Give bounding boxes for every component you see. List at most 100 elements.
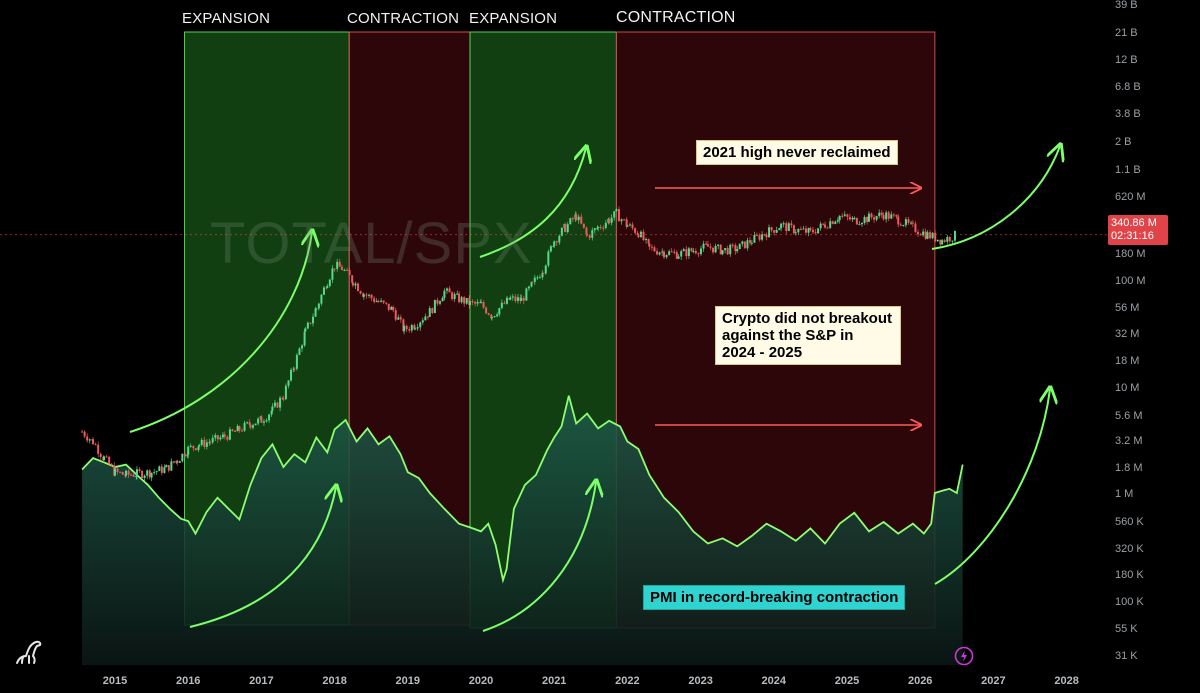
phase-label-2: CONTRACTION <box>347 10 460 27</box>
candle-body <box>413 325 416 329</box>
candle-body <box>496 314 499 317</box>
candle-body <box>465 297 468 304</box>
candle-body <box>807 228 810 233</box>
candle-body <box>410 325 413 331</box>
candle-body <box>234 430 237 432</box>
annotation-no-breakout: Crypto did not breakout against the S&P … <box>715 306 901 365</box>
candle-body <box>706 244 709 247</box>
candle-body <box>155 471 158 473</box>
candle-body <box>560 227 563 236</box>
candle-body <box>97 444 100 454</box>
candle-body <box>314 308 317 317</box>
candle-body <box>143 475 146 478</box>
candle-body <box>490 317 493 319</box>
candle-body <box>602 227 605 229</box>
candle-body <box>917 231 920 235</box>
candle-body <box>765 234 768 238</box>
candle-body <box>333 268 336 270</box>
candle-body <box>317 303 320 309</box>
candle-body <box>498 307 501 315</box>
candle-body <box>650 246 653 248</box>
candle-body <box>458 293 461 303</box>
phase-label-4: CONTRACTION <box>616 9 736 26</box>
candle-body <box>325 287 328 289</box>
candle-body <box>81 431 84 433</box>
candle-body <box>577 216 580 221</box>
candle-body <box>743 241 746 249</box>
candle-body <box>203 439 206 447</box>
candle-body <box>119 471 122 473</box>
candle-body <box>721 250 724 255</box>
candle-body <box>858 224 861 226</box>
candle-body <box>536 277 539 279</box>
candle-body <box>817 228 820 234</box>
candle-body <box>755 235 758 237</box>
y-tick-label: 18 M <box>1115 355 1139 367</box>
x-tick-label: 2015 <box>103 675 127 687</box>
candle-body <box>246 422 249 424</box>
pmi-line <box>81 395 964 584</box>
candle-body <box>946 237 949 242</box>
candle-body <box>262 421 265 423</box>
candle-body <box>897 216 900 225</box>
candle-body <box>866 216 869 222</box>
candle-body <box>596 228 599 230</box>
candle-body <box>702 243 705 249</box>
candle-body <box>471 301 474 303</box>
candle-body <box>178 461 181 463</box>
candle-body <box>822 223 825 225</box>
candle-body <box>293 368 296 370</box>
candle-body <box>170 461 173 471</box>
candle-body <box>910 222 913 224</box>
candle-body <box>717 244 720 246</box>
candle-body <box>895 215 898 217</box>
annotation-pmi-contraction: PMI in record-breaking contraction <box>643 585 906 610</box>
candle-body <box>160 466 163 473</box>
x-tick-label: 2028 <box>1054 675 1078 687</box>
candle-body <box>670 251 673 253</box>
y-tick-label: 180 K <box>1115 569 1144 581</box>
candle-body <box>441 297 444 302</box>
x-tick-label: 2020 <box>469 675 493 687</box>
candle-body <box>304 328 307 332</box>
candle-body <box>257 418 260 424</box>
candle-body <box>525 288 528 301</box>
candle-body <box>785 223 788 232</box>
candle-body <box>399 317 402 320</box>
candle-body <box>663 251 665 258</box>
candle-body <box>303 331 306 346</box>
candle-body <box>761 234 764 240</box>
candle-body <box>658 252 661 255</box>
candle-body <box>516 297 519 301</box>
candle-body <box>738 243 741 250</box>
candle-body <box>797 229 800 233</box>
candle-body <box>712 247 715 253</box>
arrow-layer <box>129 146 1060 632</box>
candle-body <box>719 244 722 255</box>
candle-body <box>555 241 558 243</box>
candle-body <box>628 224 631 226</box>
candle-body <box>200 439 203 445</box>
tradingview-logo-icon[interactable] <box>14 638 44 666</box>
current-price-value: 340.86 M <box>1111 217 1157 229</box>
candle-body <box>402 319 405 332</box>
candle-body <box>615 209 618 212</box>
candle-body <box>929 232 932 239</box>
candle-body <box>736 249 739 252</box>
candle-body <box>424 316 427 321</box>
candle-body <box>138 469 141 471</box>
candle-body <box>593 228 596 231</box>
candle-body <box>549 246 552 252</box>
candle-body <box>805 228 808 233</box>
candle-body <box>414 328 417 330</box>
candle-body <box>846 214 849 217</box>
candle-body <box>153 471 156 473</box>
candle-body <box>205 442 208 447</box>
candle-body <box>214 435 217 438</box>
candle-body <box>613 211 616 218</box>
x-axis: 2015 2016 2017 2018 2019 2020 2021 2022 2023 2024… <box>103 675 1079 687</box>
candle-body <box>270 410 273 415</box>
candle-body <box>734 245 737 252</box>
lightning-icon[interactable] <box>954 646 974 666</box>
